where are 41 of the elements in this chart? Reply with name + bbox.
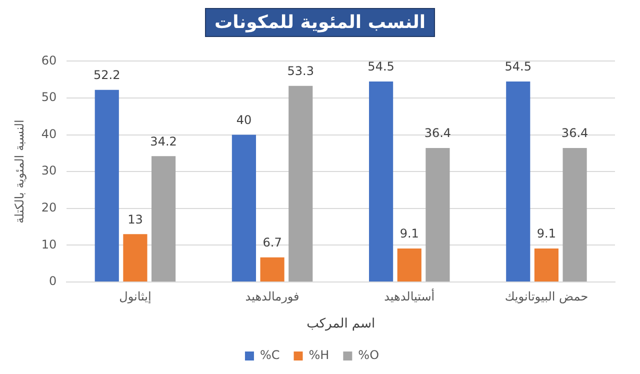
- data-label: 6.7: [262, 235, 282, 250]
- y-axis-title: النسبة المئوية بالكتلة: [12, 120, 26, 224]
- data-label: 36.4: [561, 126, 588, 140]
- x-tick-label: فورمالدهيد: [245, 289, 300, 304]
- bar: [506, 81, 530, 282]
- data-label: 53.3: [287, 64, 314, 78]
- data-label: 13: [128, 212, 143, 226]
- y-tick-label: 40: [41, 126, 57, 141]
- x-axis-title: اسم المركب: [306, 316, 376, 332]
- chart-title: النسب المئوية للمكونات: [205, 8, 435, 36]
- x-tick-label: حمض البيوتانويك: [504, 289, 588, 304]
- bar: [260, 257, 284, 282]
- bar: [152, 156, 176, 282]
- y-tick-label: 30: [41, 164, 57, 178]
- y-tick-label: 10: [41, 237, 57, 252]
- legend-label: %O: [358, 348, 380, 362]
- data-label: 36.4: [424, 126, 452, 140]
- x-tick-label: أستيالدهيد: [384, 288, 435, 304]
- data-label: 9.1: [536, 226, 556, 241]
- legend-label: %C: [260, 348, 280, 362]
- bar: [369, 81, 394, 282]
- y-tick-label: 20: [41, 200, 57, 215]
- data-label: 9.1: [400, 226, 419, 241]
- y-tick-label: 0: [49, 274, 57, 288]
- x-tick-label: إيثانول: [119, 289, 152, 304]
- y-tick-label: 50: [41, 90, 57, 104]
- y-tick-label: 60: [41, 53, 57, 68]
- data-label: 34.2: [150, 134, 177, 148]
- bar: [288, 86, 313, 282]
- bar: [426, 148, 450, 282]
- bar: [562, 148, 587, 282]
- bar: [232, 134, 256, 282]
- legend-label: %H: [308, 348, 330, 362]
- bar: [94, 90, 119, 282]
- data-label: 40: [236, 112, 252, 127]
- data-label: 52.2: [94, 68, 120, 82]
- bar: [123, 234, 148, 282]
- bar: [397, 248, 422, 282]
- data-label: 54.5: [368, 60, 394, 74]
- bar: [534, 248, 558, 282]
- data-label: 54.5: [504, 60, 532, 74]
